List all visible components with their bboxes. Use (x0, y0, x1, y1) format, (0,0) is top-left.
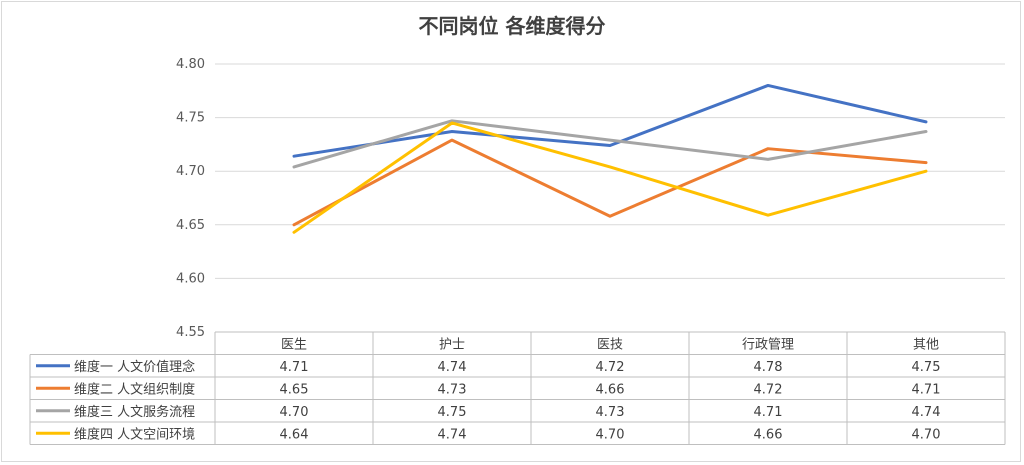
legend-entry: 维度二 人文组织制度 (74, 381, 195, 397)
data-label: 4.75 (438, 405, 467, 420)
data-label: 4.74 (912, 405, 941, 420)
gridlines (215, 63, 1005, 279)
data-label: 4.78 (754, 360, 783, 375)
data-label: 4.66 (596, 382, 625, 397)
series-line (292, 121, 928, 234)
series-line (292, 119, 928, 169)
data-label: 4.75 (912, 360, 941, 375)
data-label: 4.74 (438, 427, 467, 442)
legend-entry: 维度四 人文空间环境 (74, 426, 195, 442)
data-label: 4.73 (438, 382, 467, 397)
data-label: 4.72 (754, 382, 783, 397)
y-tick-label: 4.60 (176, 271, 205, 286)
data-label: 4.71 (912, 382, 941, 397)
y-tick-label: 4.65 (176, 218, 205, 233)
chart-title: 不同岗位 各维度得分 (418, 14, 606, 38)
y-axis-ticks: 4.80 4.75 4.70 4.65 4.60 4.55 (176, 57, 205, 340)
data-label: 4.64 (280, 427, 309, 442)
category-label: 其他 (913, 337, 939, 352)
data-label: 4.70 (912, 427, 941, 442)
data-label: 4.66 (754, 427, 783, 442)
data-label: 4.65 (280, 382, 309, 397)
data-label: 4.73 (596, 405, 625, 420)
series-line (292, 138, 928, 227)
y-tick-label: 4.55 (176, 325, 205, 340)
category-label: 医生 (281, 337, 307, 352)
category-label: 医技 (597, 337, 623, 352)
series-line (292, 83, 928, 158)
data-label: 4.71 (280, 360, 309, 375)
data-label: 4.70 (280, 405, 309, 420)
series-lines (292, 83, 928, 234)
y-tick-label: 4.70 (176, 164, 205, 179)
category-label: 行政管理 (742, 337, 794, 352)
legend-entry: 维度一 人文价值理念 (74, 359, 195, 375)
y-tick-label: 4.75 (176, 111, 205, 126)
category-label: 护士 (439, 337, 465, 352)
data-label: 4.72 (596, 360, 625, 375)
data-label: 4.70 (596, 427, 625, 442)
y-tick-label: 4.80 (176, 57, 205, 72)
data-label: 4.74 (438, 360, 467, 375)
data-label: 4.71 (754, 405, 783, 420)
legend-entry: 维度三 人文服务流程 (74, 404, 195, 420)
